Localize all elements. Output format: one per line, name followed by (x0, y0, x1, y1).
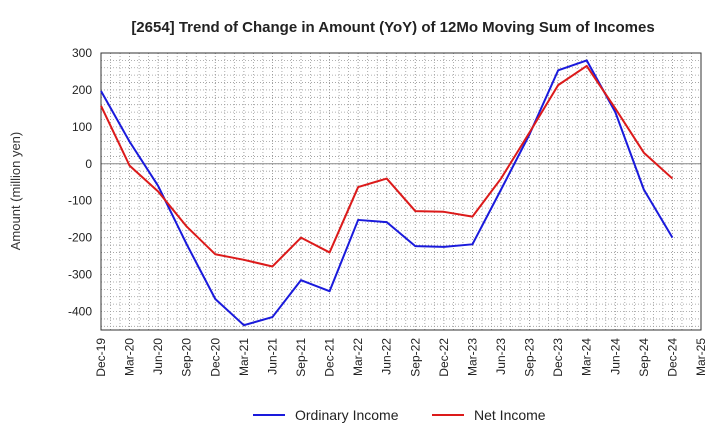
x-tick-label: Dec-24 (665, 338, 679, 377)
x-tick-label: Jun-22 (380, 338, 394, 375)
y-tick-label: -100 (68, 194, 92, 208)
y-tick-label: 300 (72, 46, 92, 60)
y-tick-label: -400 (68, 305, 92, 319)
x-tick-label: Mar-22 (351, 338, 365, 376)
x-tick-label: Dec-21 (323, 338, 337, 377)
x-tick-label: Sep-22 (408, 338, 422, 377)
series-line-net-income (100, 64, 674, 268)
x-tick-label: Jun-21 (265, 338, 279, 375)
y-tick-label: 200 (72, 83, 92, 97)
x-tick-label: Jun-23 (494, 338, 508, 375)
x-tick-label: Mar-25 (694, 338, 708, 376)
x-tick-label: Dec-23 (551, 338, 565, 377)
x-tick-label: Jun-24 (608, 338, 622, 375)
x-tick-label: Mar-20 (123, 338, 137, 376)
chart-title: [2654] Trend of Change in Amount (YoY) o… (131, 19, 654, 36)
x-tick-label: Mar-21 (237, 338, 251, 376)
plot-background (101, 53, 701, 330)
x-tick-label: Mar-23 (465, 338, 479, 376)
x-tick-label: Mar-24 (580, 338, 594, 376)
legend-label-ordinary-income: Ordinary Income (295, 407, 399, 423)
x-tick-label: Dec-19 (94, 338, 108, 377)
y-tick-label: 0 (85, 157, 92, 171)
series-line-ordinary-income (100, 59, 674, 327)
y-tick-label: -300 (68, 268, 92, 282)
x-tick-label: Dec-22 (437, 338, 451, 377)
legend-label-net-income: Net Income (474, 407, 546, 423)
plot-frame (100, 52, 702, 331)
y-tick-label: -200 (68, 231, 92, 245)
plot-area: 300 200 100 0 -100 -200 -300 -400 Dec-19 Mar-20 Ju… (68, 46, 708, 377)
x-tick-label: Dec-20 (208, 338, 222, 377)
y-axis-label: Amount (million yen) (8, 132, 23, 251)
y-tick-label: 100 (72, 120, 92, 134)
x-tick-label: Jun-20 (151, 338, 165, 375)
legend: Ordinary Income Net Income (253, 407, 546, 423)
x-tick-label: Sep-24 (637, 338, 651, 377)
x-tick-label: Sep-23 (523, 338, 537, 377)
x-tick-label: Sep-20 (180, 338, 194, 377)
x-tick-label: Sep-21 (294, 338, 308, 377)
